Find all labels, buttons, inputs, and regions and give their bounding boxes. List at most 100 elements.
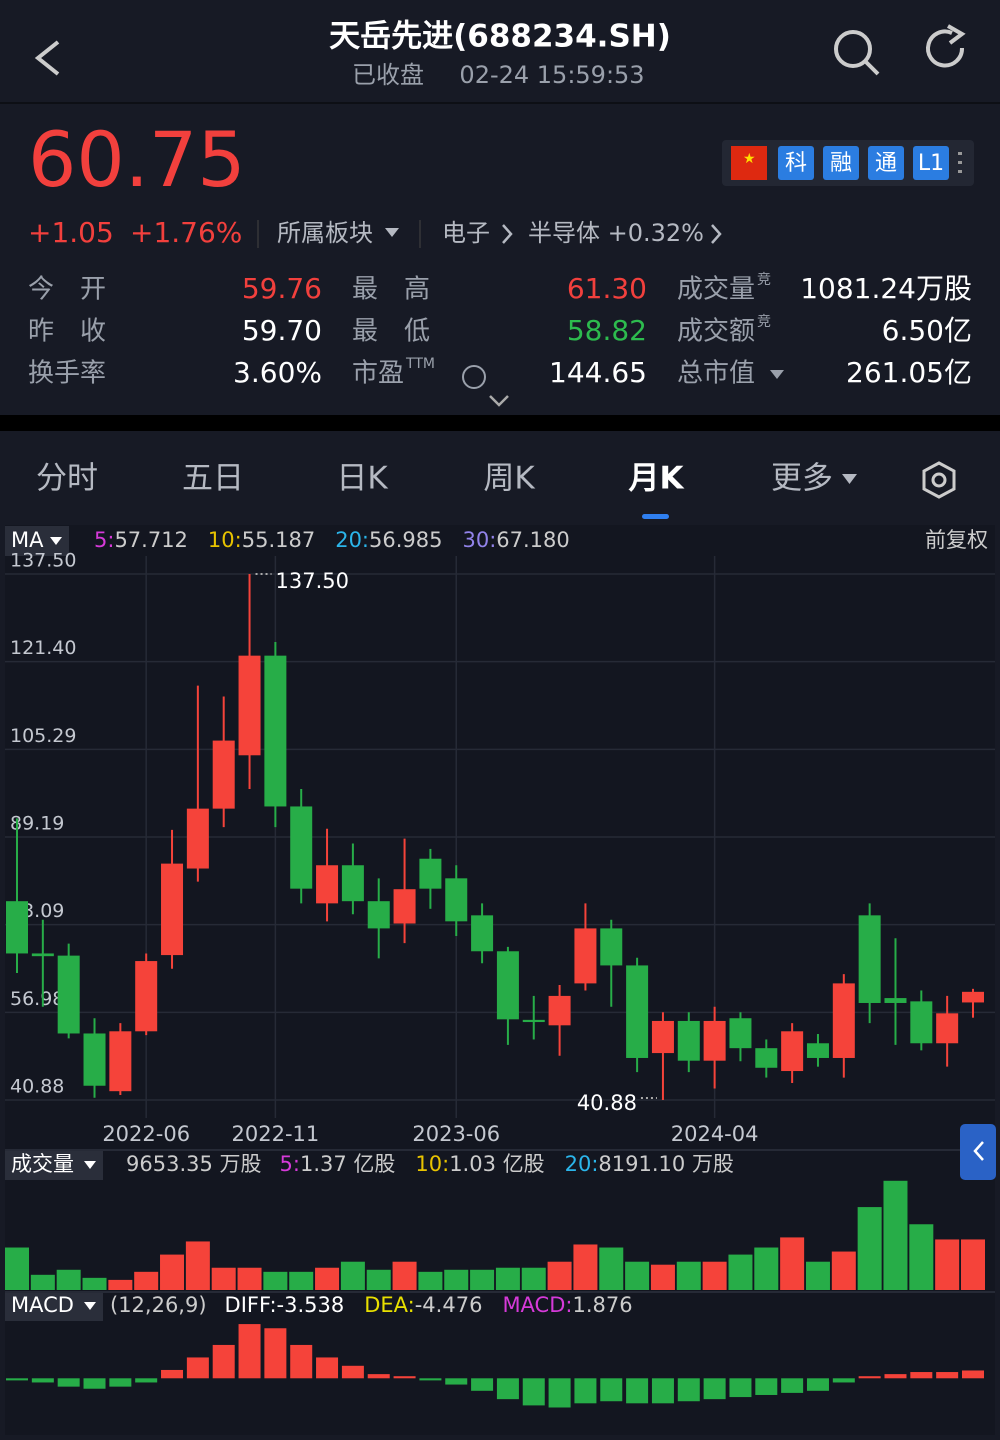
tab[interactable]: 五日 [182,461,244,497]
volume-bar [676,1261,701,1290]
badge [778,146,814,180]
badge [868,146,904,180]
y-tick-label: 137.50 [10,550,76,572]
macd-bar [445,1378,468,1385]
volume-bar [805,1261,830,1290]
volume-bar [418,1271,443,1290]
annotation-label: 40.88 [577,1091,637,1115]
volume-bar [780,1237,805,1290]
candle-body [316,865,339,904]
change: +1.05 [28,216,114,249]
flag [731,146,767,180]
candle-body [626,965,649,1058]
legend-key: 20: [565,1152,599,1176]
macd-bar [651,1378,674,1404]
stat-label: 换手率 [28,359,106,389]
candle-body [83,1033,106,1086]
status: 已收盘 [352,61,424,89]
tab[interactable]: 日K [336,461,388,497]
sector[interactable]: 电子 [442,219,490,247]
stat-value: 3.60% [233,356,322,389]
candle-body [161,863,184,956]
candle-body [341,865,364,902]
legend-menu-bg[interactable] [5,1291,103,1321]
macd-bar [212,1344,235,1379]
x-tick-label: 2023-06 [412,1122,500,1146]
legend-adjust[interactable]: 前复权 [925,528,988,552]
x-tick-label: 2024-04 [671,1122,759,1146]
volume-bar [56,1269,81,1290]
stat-value: 261.05亿 [846,356,972,389]
candle-body [31,953,54,957]
collapse-icon [973,1141,984,1161]
candle-body [936,1013,959,1044]
legend-menu-bg[interactable] [5,1150,103,1180]
back-button[interactable] [34,40,60,76]
stat-label: 总市值 [677,359,755,389]
macd-bar [471,1378,494,1391]
legend-key: 10: [415,1152,449,1176]
macd-bar [161,1369,184,1379]
change-pct: +1.76% [130,216,242,249]
badge-label: L1 [918,151,944,176]
legend-value: 56.985 [369,528,442,552]
legend-value: 67.180 [496,528,569,552]
header-border [0,102,1000,104]
volume-bar [340,1261,365,1290]
search-button[interactable] [834,30,880,76]
macd-bar [703,1378,726,1400]
macd-bar [858,1376,881,1379]
candle-body [445,878,468,922]
volume-bar [289,1271,314,1290]
legend-key: 30: [462,528,496,552]
time: 02-24 15:59:53 [459,61,644,89]
legend-key: 20: [335,528,369,552]
dropdown-icon [50,537,62,545]
legend-value: 1.876 [572,1293,632,1317]
volume-bar [5,1247,29,1290]
volume-bar [211,1267,236,1290]
tab[interactable]: 分时 [36,461,98,497]
title: 天岳先进(688234.SH) [329,19,671,55]
candle-body [677,1020,700,1061]
macd-bar [290,1344,313,1379]
candle-body [755,1048,778,1068]
macd-bar [910,1372,933,1379]
volume-bar [444,1269,469,1290]
legend-value: 55.187 [242,528,315,552]
candle-body [651,1020,674,1054]
volume-bar [30,1274,55,1290]
candle-body [419,858,442,889]
settings-button[interactable] [922,461,956,499]
sub-sector[interactable]: 半导体 +0.32% [528,219,704,247]
badge [913,146,949,180]
dropdown-icon [842,474,857,484]
legend-params: (12,26,9) [110,1293,207,1317]
macd-bar [626,1378,649,1404]
candle-body [393,889,416,924]
legend-menu[interactable]: MA [11,528,44,552]
legend-key: MACD: [502,1293,572,1317]
candle-body [186,808,209,869]
collapse-button[interactable] [960,1124,996,1180]
macd-bar [393,1376,416,1379]
volume-bar [935,1239,960,1290]
candle-body [781,1031,804,1072]
sector-menu[interactable]: 所属板块 [277,219,373,247]
tab[interactable]: 更多 [771,461,833,497]
candle-body [910,1001,933,1044]
refresh-button[interactable] [926,24,966,68]
legend-key: 5: [280,1152,300,1176]
tab[interactable]: 周K [483,461,535,497]
tab[interactable]: 月K [628,461,684,497]
macd-bar [677,1378,700,1402]
candle-body [135,961,158,1032]
stat-label: 成交额 [677,317,755,347]
legend-menu[interactable]: 成交量 [11,1152,74,1176]
macd-bar [6,1378,28,1381]
legend-menu[interactable]: MACD [11,1293,74,1317]
expand-icon[interactable] [489,395,509,407]
stat-label: 昨 收 [28,317,106,347]
macd-bar [574,1378,597,1404]
